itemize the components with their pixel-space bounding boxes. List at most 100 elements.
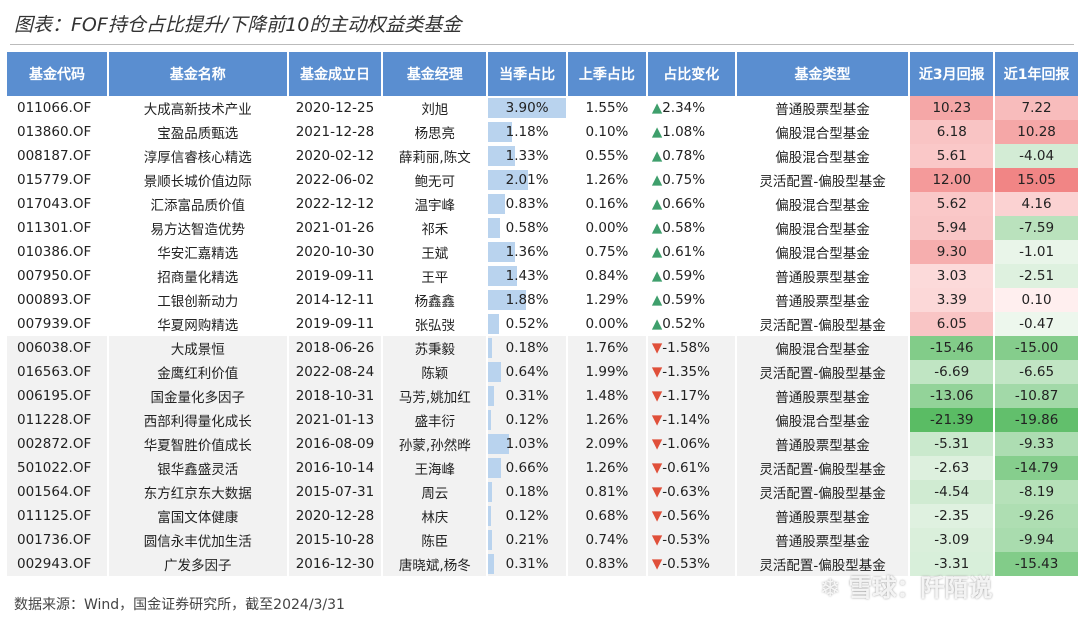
fund-manager: 王平 — [421, 270, 449, 286]
fund-type: 普通股票型基金 — [775, 270, 870, 286]
current-share: 0.83% — [488, 192, 566, 216]
change-value: 1.08% — [662, 124, 706, 140]
previous-share: 0.10% — [585, 124, 629, 140]
return-3m: -21.39 — [910, 408, 994, 432]
inception-date: 2015-07-31 — [288, 480, 382, 504]
fund-name: 华夏智胜价值成长 — [108, 432, 287, 456]
inception-date: 2021-01-13 — [288, 408, 382, 432]
inception-date: 2022-06-02 — [295, 172, 375, 188]
previous-share: 1.29% — [585, 292, 629, 308]
table-row: 011125.OF 富国文体健康 2020-12-28 林庆 0.12% 0.68% ▼-0… — [7, 504, 1078, 528]
current-share: 0.58% — [488, 216, 566, 240]
table-row: 007939.OF 华夏网购精选 2019-09-11 张弘弢 0.52% 0.00% ▲0… — [7, 312, 1078, 336]
triangle-down-icon: ▼ — [651, 532, 663, 548]
share-bar — [488, 434, 509, 454]
fund-manager: 陈颖 — [383, 360, 487, 384]
fund-manager: 苏秉毅 — [383, 336, 487, 360]
fund-type: 偏股混合型基金 — [775, 246, 870, 262]
column-header: 基金名称 — [108, 52, 287, 96]
return-1y: -2.51 — [995, 264, 1078, 288]
change-value: 0.61% — [662, 244, 706, 260]
triangle-down-icon: ▼ — [651, 340, 663, 356]
share-value: 0.18% — [505, 340, 549, 356]
fund-type: 普通股票型基金 — [736, 504, 909, 528]
change-value: 0.78% — [662, 148, 706, 164]
fund-code: 000893.OF — [17, 292, 92, 308]
triangle-down-icon: ▼ — [651, 388, 663, 404]
triangle-up-icon: ▲ — [651, 124, 663, 140]
table-row: 006038.OF 大成景恒 2018-06-26 苏秉毅 0.18% 1.76% ▼-1.… — [7, 336, 1078, 360]
share-value: 1.33% — [505, 148, 549, 164]
return-1y: -15.00 — [995, 336, 1078, 360]
return-1y: -15.43 — [995, 552, 1078, 576]
current-share: 1.36% — [488, 240, 566, 264]
fund-manager: 刘旭 — [421, 102, 449, 118]
change-value: -1.58% — [662, 340, 710, 356]
share-value: 0.66% — [505, 460, 549, 476]
return-3m: -2.63 — [910, 456, 994, 480]
share-change: ▲0.59% — [648, 288, 735, 312]
inception-date: 2020-10-30 — [295, 244, 375, 260]
fund-code: 016563.OF — [7, 360, 107, 384]
share-change: ▲1.08% — [648, 120, 735, 144]
triangle-down-icon: ▼ — [651, 364, 663, 380]
current-share: 0.12% — [488, 408, 567, 432]
fund-type: 灵活配置-偏股型基金 — [759, 174, 886, 190]
fund-code: 501022.OF — [7, 456, 107, 480]
fund-name: 圆信永丰优加生活 — [108, 528, 287, 552]
header-row: 基金代码 基金名称 基金成立日 基金经理 当季占比 上季占比 占比变化 基金类型 近3月回报 近1… — [7, 52, 1078, 96]
return-1y: -8.19 — [995, 480, 1078, 504]
column-header: 基金成立日 — [288, 52, 382, 96]
table-row: 011066.OF 大成高新技术产业 2020-12-25 刘旭 3.90% 1.55% ▲… — [7, 96, 1078, 120]
table-row: 501022.OF 银华鑫盛灵活 2016-10-14 王海峰 0.66% 1.26% ▼-… — [7, 456, 1078, 480]
column-header: 基金类型 — [736, 52, 909, 96]
current-share: 1.18% — [488, 120, 566, 144]
fund-type: 灵活配置-偏股型基金 — [736, 456, 909, 480]
return-1y: -0.47 — [995, 312, 1078, 336]
fund-name: 汇添富品质价值 — [150, 198, 245, 214]
share-change: ▼-1.17% — [647, 384, 735, 408]
source-note: 数据来源：Wind，国金证券研究所，截至2024/3/31 — [14, 597, 345, 613]
current-share: 0.52% — [488, 312, 566, 336]
return-3m: 6.18 — [910, 120, 994, 144]
fund-manager: 王海峰 — [383, 456, 487, 480]
return-1y: 15.05 — [995, 168, 1078, 192]
current-share: 1.43% — [488, 264, 566, 288]
fund-code: 013860.OF — [17, 124, 92, 140]
triangle-down-icon: ▼ — [651, 508, 663, 524]
triangle-down-icon: ▼ — [651, 484, 663, 500]
change-value: 0.58% — [662, 220, 706, 236]
previous-share: 1.76% — [568, 336, 646, 360]
fund-manager: 祁禾 — [421, 222, 449, 238]
share-value: 0.21% — [505, 532, 549, 548]
fund-type: 普通股票型基金 — [736, 528, 909, 552]
previous-share: 1.26% — [568, 456, 646, 480]
share-bar — [488, 146, 515, 166]
share-change: ▼-1.14% — [647, 408, 735, 432]
inception-date: 2016-10-14 — [288, 456, 382, 480]
triangle-up-icon: ▲ — [651, 268, 663, 284]
column-header: 上季占比 — [568, 52, 646, 96]
fund-type: 偏股混合型基金 — [736, 408, 909, 432]
column-header: 基金代码 — [7, 52, 107, 96]
share-change: ▲0.59% — [648, 264, 735, 288]
fund-type: 普通股票型基金 — [775, 102, 870, 118]
inception-date: 2021-12-28 — [295, 124, 375, 140]
change-value: 0.75% — [662, 172, 706, 188]
table-row: 000893.OF 工银创新动力 2014-12-11 杨鑫鑫 1.88% 1.29% ▲0… — [7, 288, 1078, 312]
current-share: 0.31% — [488, 384, 567, 408]
inception-date: 2020-12-25 — [295, 100, 375, 116]
return-3m: -4.54 — [910, 480, 994, 504]
share-bar — [488, 242, 516, 262]
table-row: 001736.OF 圆信永丰优加生活 2015-10-28 陈臣 0.21% 0.74% ▼… — [7, 528, 1078, 552]
fund-code: 002943.OF — [7, 552, 107, 576]
share-change: ▲0.58% — [648, 216, 735, 240]
inception-date: 2019-09-11 — [295, 316, 375, 332]
previous-share: 0.00% — [585, 316, 629, 332]
change-value: 0.59% — [662, 268, 706, 284]
fund-name: 金鹰红利价值 — [108, 360, 287, 384]
share-bar — [488, 530, 493, 550]
fund-type: 偏股混合型基金 — [775, 150, 870, 166]
inception-date: 2021-01-26 — [295, 220, 375, 236]
fund-manager: 张弘弢 — [414, 318, 456, 334]
